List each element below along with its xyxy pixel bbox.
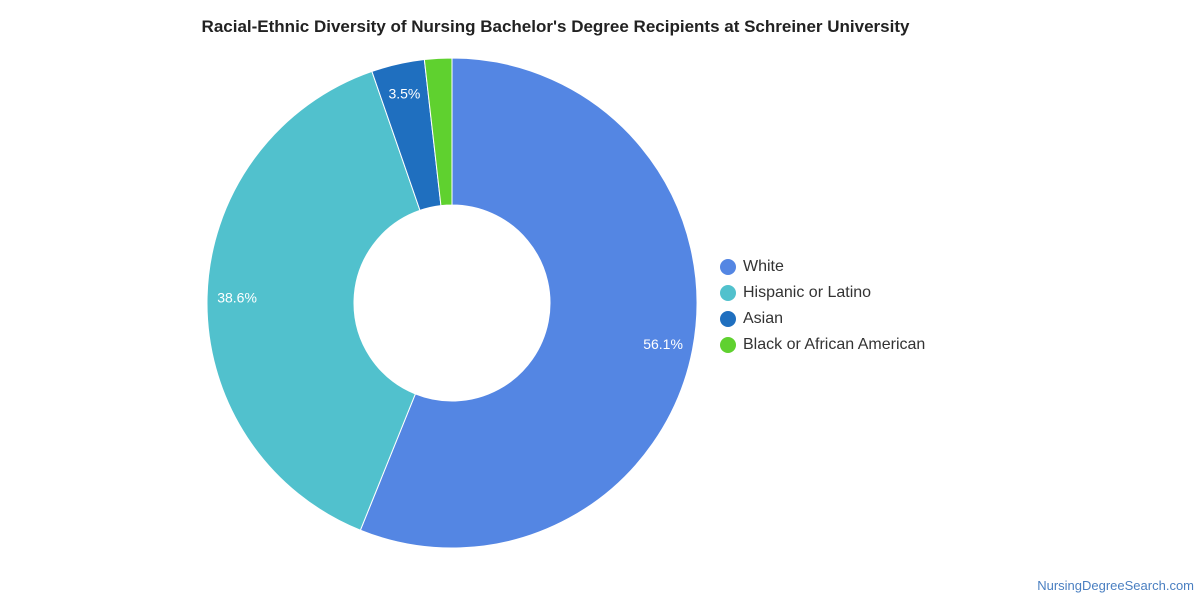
legend-label: Black or African American [743,336,926,353]
slice-black-or-african-american[interactable] [423,57,453,207]
legend-swatch [720,259,736,275]
slice-group [206,57,698,549]
legend-label: Asian [743,310,784,327]
slice-label: 38.6% [217,290,257,306]
legend-item-white[interactable]: White [720,254,925,280]
chart-title: Racial-Ethnic Diversity of Nursing Bache… [201,17,910,36]
legend-swatch [720,285,736,301]
legend-item-hispanic-or-latino[interactable]: Hispanic or Latino [720,280,925,306]
slice-hispanic-or-latino[interactable] [206,70,421,531]
slice-white[interactable] [359,57,698,549]
source-link[interactable]: NursingDegreeSearch.com [1037,578,1194,593]
legend-label: Hispanic or Latino [743,284,872,301]
legend-label: White [743,258,784,275]
legend-swatch [720,311,736,327]
slice-label-group: 56.1% 38.6% 3.5% [217,85,683,352]
legend-item-asian[interactable]: Asian [720,306,925,332]
slice-label: 3.5% [388,85,420,101]
legend-item-black-or-african-american[interactable]: Black or African American [720,332,925,358]
legend: White Hispanic or Latino Asian Black or … [720,254,925,358]
slice-label: 56.1% [643,336,683,352]
legend-swatch [720,337,736,353]
